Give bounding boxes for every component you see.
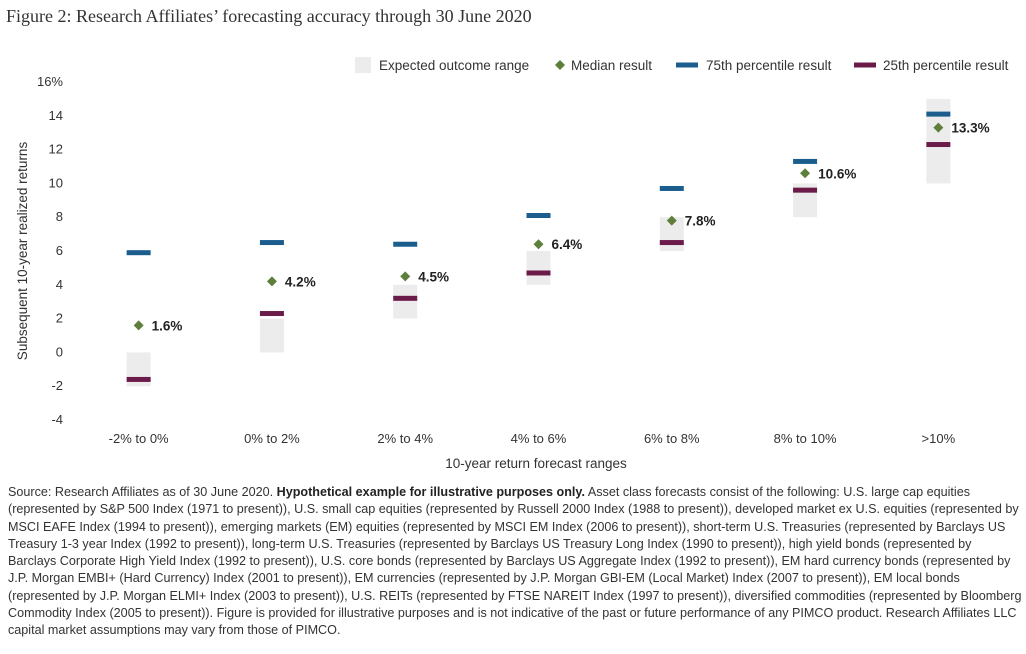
median-marker <box>266 276 277 287</box>
y-tick-label: 10 <box>49 175 63 190</box>
y-tick-label: 0 <box>56 344 63 359</box>
legend-swatch-25th <box>854 62 876 68</box>
expected-range-box <box>393 284 418 319</box>
source-body: Asset class forecasts consist of the fol… <box>8 485 1022 638</box>
percentile-75-mark <box>793 158 818 164</box>
median-marker <box>800 168 811 179</box>
median-marker <box>133 320 144 331</box>
x-tick-label: 6% to 8% <box>644 431 700 446</box>
percentile-25-mark <box>659 240 684 246</box>
y-tick-label: 8 <box>56 209 63 224</box>
x-tick-label: -2% to 0% <box>109 431 169 446</box>
median-data-label: 4.5% <box>418 269 449 284</box>
legend-swatch-75th <box>676 62 698 68</box>
median-data-label: 4.2% <box>285 274 316 289</box>
legend-label: 75th percentile result <box>706 58 832 73</box>
y-tick-label: 12 <box>49 142 63 157</box>
median-data-label: 13.3% <box>951 121 989 136</box>
percentile-75-mark <box>526 213 551 219</box>
expected-range-box <box>526 251 551 285</box>
y-tick-label: 6 <box>56 243 63 258</box>
percentile-75-mark <box>126 250 151 256</box>
percentile-25-mark <box>793 187 818 193</box>
legend-swatch-median <box>555 60 565 70</box>
median-data-label: 7.8% <box>685 214 716 229</box>
y-tick-label: 14 <box>49 108 63 123</box>
x-axis-label: 10-year return forecast ranges <box>445 456 627 471</box>
percentile-25-mark <box>126 376 151 382</box>
percentile-25-mark <box>526 270 551 276</box>
source-prefix: Source: Research Affiliates as of 30 Jun… <box>8 485 277 499</box>
median-data-label: 1.6% <box>152 318 183 333</box>
x-tick-label: 2% to 4% <box>377 431 433 446</box>
figure-title: Figure 2: Research Affiliates’ forecasti… <box>6 6 532 26</box>
y-tick-label: 2 <box>56 311 63 326</box>
median-marker <box>666 215 677 226</box>
percentile-25-mark <box>926 142 951 148</box>
expected-range-box <box>926 98 951 184</box>
legend-label: Expected outcome range <box>379 58 529 73</box>
median-data-label: 10.6% <box>818 166 856 181</box>
percentile-75-mark <box>659 185 684 191</box>
percentile-75-mark <box>926 111 951 117</box>
expected-range-box <box>259 318 284 353</box>
source-note: Source: Research Affiliates as of 30 Jun… <box>8 484 1022 640</box>
median-data-label: 6.4% <box>552 237 583 252</box>
x-tick-label: 4% to 6% <box>511 431 567 446</box>
legend-label: Median result <box>571 58 652 73</box>
percentile-75-mark <box>259 240 284 246</box>
legend-label: 25th percentile result <box>883 58 1009 73</box>
y-axis-label: Subsequent 10-year realized returns <box>15 142 30 361</box>
x-tick-label: 8% to 10% <box>774 431 837 446</box>
legend-swatch-range <box>355 57 371 73</box>
y-tick-label: -4 <box>51 412 63 427</box>
y-tick-label: 4 <box>56 277 63 292</box>
percentile-25-mark <box>393 295 418 301</box>
y-tick-label: 16% <box>37 74 63 89</box>
percentile-25-mark <box>259 311 284 317</box>
x-tick-label: 0% to 2% <box>244 431 300 446</box>
median-marker <box>933 122 944 133</box>
median-marker <box>533 239 544 250</box>
chart: -4 -2 0 2 4 6 8 10 12 14 16% Subsequent 10-year rea… <box>15 57 1009 471</box>
y-tick-label: -2 <box>51 378 63 393</box>
source-disclaimer: Hypothetical example for illustrative pu… <box>276 485 586 499</box>
median-marker <box>400 271 411 282</box>
percentile-75-mark <box>393 241 418 247</box>
x-tick-label: >10% <box>922 431 956 446</box>
